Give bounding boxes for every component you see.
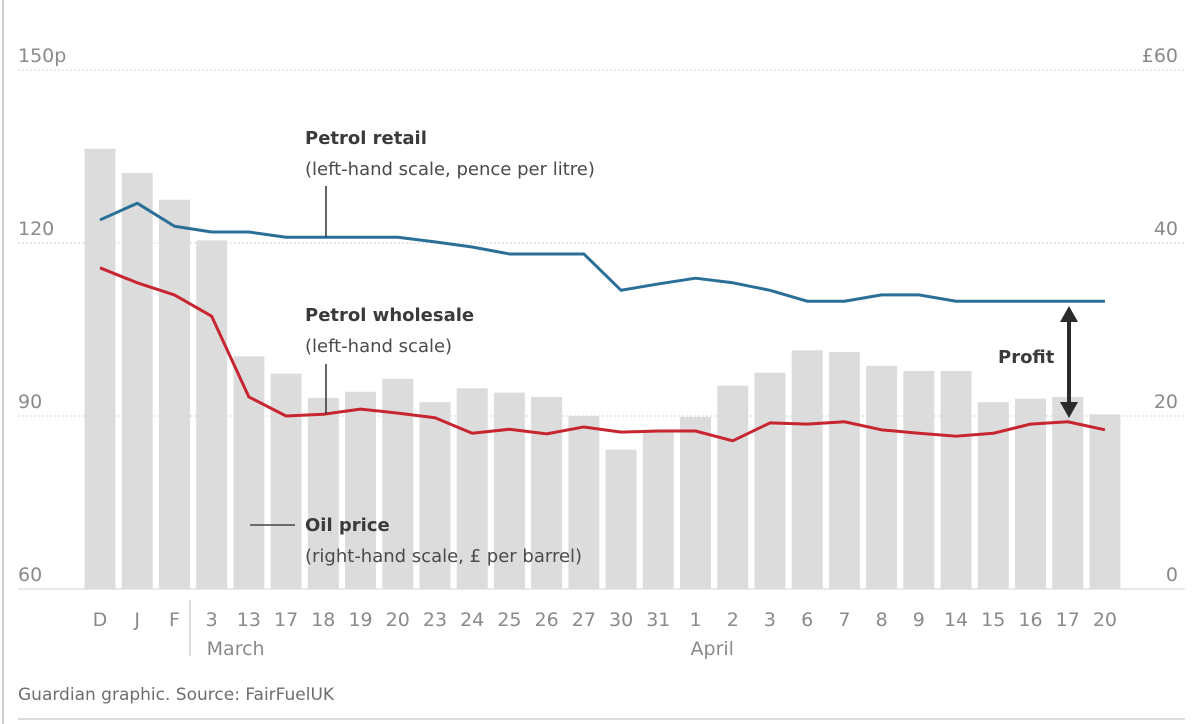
- oil-price-bar: [940, 371, 972, 589]
- x-tick-label: 13: [237, 609, 261, 631]
- wholesale-note: (left-hand scale): [305, 336, 452, 357]
- oil-price-bar: [531, 396, 563, 589]
- x-tick-label: 15: [981, 609, 1005, 631]
- x-tick-label: 20: [1093, 609, 1117, 631]
- oil-price-bar: [754, 372, 786, 589]
- oil-price-bar: [1015, 398, 1046, 589]
- wholesale-label: Petrol wholesale: [305, 305, 474, 326]
- oil-price-bar: [419, 402, 451, 589]
- x-tick-label: 20: [386, 609, 410, 631]
- oil-price-bar: [605, 449, 637, 589]
- oil-price-bar: [903, 371, 935, 589]
- oil-price-bar: [493, 392, 525, 589]
- oil-price-bar: [1089, 414, 1121, 589]
- x-tick-label: 17: [274, 609, 298, 631]
- x-tick-label: 24: [460, 609, 484, 631]
- x-tick-label: 19: [348, 609, 372, 631]
- petrol-wholesale-line: [99, 266, 1106, 443]
- left-tick-label: 150p: [18, 45, 66, 67]
- x-tick-label: 9: [913, 609, 925, 631]
- x-tick-label: 3: [764, 609, 776, 631]
- oil-price-bar: [345, 391, 377, 589]
- x-tick-label: 31: [646, 609, 670, 631]
- x-tick-label: 26: [535, 609, 559, 631]
- retail-label: Petrol retail: [305, 128, 427, 149]
- oil-price-bar: [1052, 396, 1084, 589]
- oil-price-bar: [642, 429, 674, 589]
- oil-price-bar: [680, 416, 712, 589]
- x-tick-label: 16: [1018, 609, 1042, 631]
- oil-price-bar: [717, 385, 749, 589]
- profit-label: Profit: [998, 347, 1055, 368]
- oil-label: Oil price: [305, 515, 390, 536]
- right-tick-label: 40: [1154, 218, 1178, 240]
- petrol-retail-line: [99, 201, 1105, 303]
- x-tick-label: 30: [609, 609, 633, 631]
- x-tick-label: 27: [572, 609, 596, 631]
- x-tick-label: 6: [801, 609, 813, 631]
- x-tick-label: 18: [311, 609, 335, 631]
- retail-note: (left-hand scale, pence per litre): [305, 159, 595, 180]
- month-label: March: [207, 638, 265, 660]
- x-tick-label: 2: [727, 609, 739, 631]
- x-tick-label: 3: [206, 609, 218, 631]
- oil-price-bar: [270, 373, 302, 589]
- oil-price-bar: [456, 388, 488, 589]
- oil-price-bar: [307, 397, 339, 589]
- profit-arrow: [1060, 306, 1078, 418]
- oil-price-bar: [828, 351, 860, 589]
- oil-price-bar: [568, 416, 600, 589]
- x-tick-label: 17: [1056, 609, 1080, 631]
- x-tick-label: 23: [423, 609, 447, 631]
- oil-price-bar: [196, 240, 228, 589]
- source-note: Guardian graphic. Source: FairFuelUK: [18, 685, 335, 705]
- oil-price-bar: [158, 199, 190, 589]
- x-tick-label: 25: [497, 609, 521, 631]
- right-tick-label: £60: [1142, 45, 1178, 67]
- right-tick-label: 20: [1154, 391, 1178, 413]
- x-tick-label: D: [93, 609, 108, 631]
- x-tick-label: 8: [876, 609, 888, 631]
- oil-price-bar: [121, 172, 153, 589]
- x-tick-label: 1: [689, 609, 701, 631]
- x-tick-label: 7: [838, 609, 850, 631]
- month-label: April: [691, 638, 734, 660]
- x-tick-label: 14: [944, 609, 968, 631]
- left-tick-label: 120: [18, 218, 54, 240]
- x-tick-label: J: [133, 609, 140, 631]
- right-tick-label: 0: [1166, 564, 1178, 586]
- oil-price-bar: [84, 148, 116, 589]
- left-tick-label: 90: [18, 391, 42, 413]
- left-tick-label: 60: [18, 564, 42, 586]
- x-tick-label: F: [169, 609, 180, 631]
- oil-price-bar: [866, 365, 898, 589]
- oil-price-bar: [791, 350, 823, 589]
- oil-note: (right-hand scale, £ per barrel): [305, 546, 582, 567]
- oil-price-bar: [233, 356, 265, 589]
